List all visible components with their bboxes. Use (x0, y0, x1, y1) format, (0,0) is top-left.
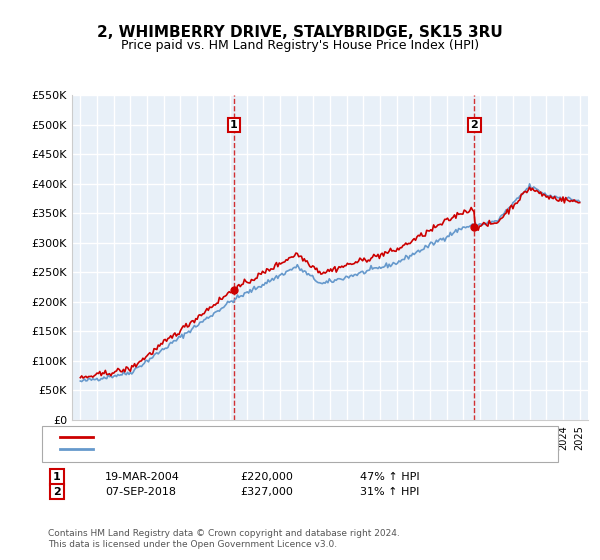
Text: Contains HM Land Registry data © Crown copyright and database right 2024.
This d: Contains HM Land Registry data © Crown c… (48, 529, 400, 549)
Text: 2: 2 (470, 120, 478, 130)
Text: 31% ↑ HPI: 31% ↑ HPI (360, 487, 419, 497)
Text: 2, WHIMBERRY DRIVE, STALYBRIDGE, SK15 3RU (detached house): 2, WHIMBERRY DRIVE, STALYBRIDGE, SK15 3R… (96, 432, 437, 442)
Text: £220,000: £220,000 (240, 472, 293, 482)
Text: 2, WHIMBERRY DRIVE, STALYBRIDGE, SK15 3RU: 2, WHIMBERRY DRIVE, STALYBRIDGE, SK15 3R… (97, 25, 503, 40)
Text: 1: 1 (230, 120, 238, 130)
Text: £327,000: £327,000 (240, 487, 293, 497)
Text: 1: 1 (53, 472, 61, 482)
Text: Price paid vs. HM Land Registry's House Price Index (HPI): Price paid vs. HM Land Registry's House … (121, 39, 479, 52)
Text: 07-SEP-2018: 07-SEP-2018 (105, 487, 176, 497)
Text: 2: 2 (53, 487, 61, 497)
Text: 19-MAR-2004: 19-MAR-2004 (105, 472, 180, 482)
Text: 47% ↑ HPI: 47% ↑ HPI (360, 472, 419, 482)
Text: HPI: Average price, detached house, Tameside: HPI: Average price, detached house, Tame… (96, 444, 338, 454)
